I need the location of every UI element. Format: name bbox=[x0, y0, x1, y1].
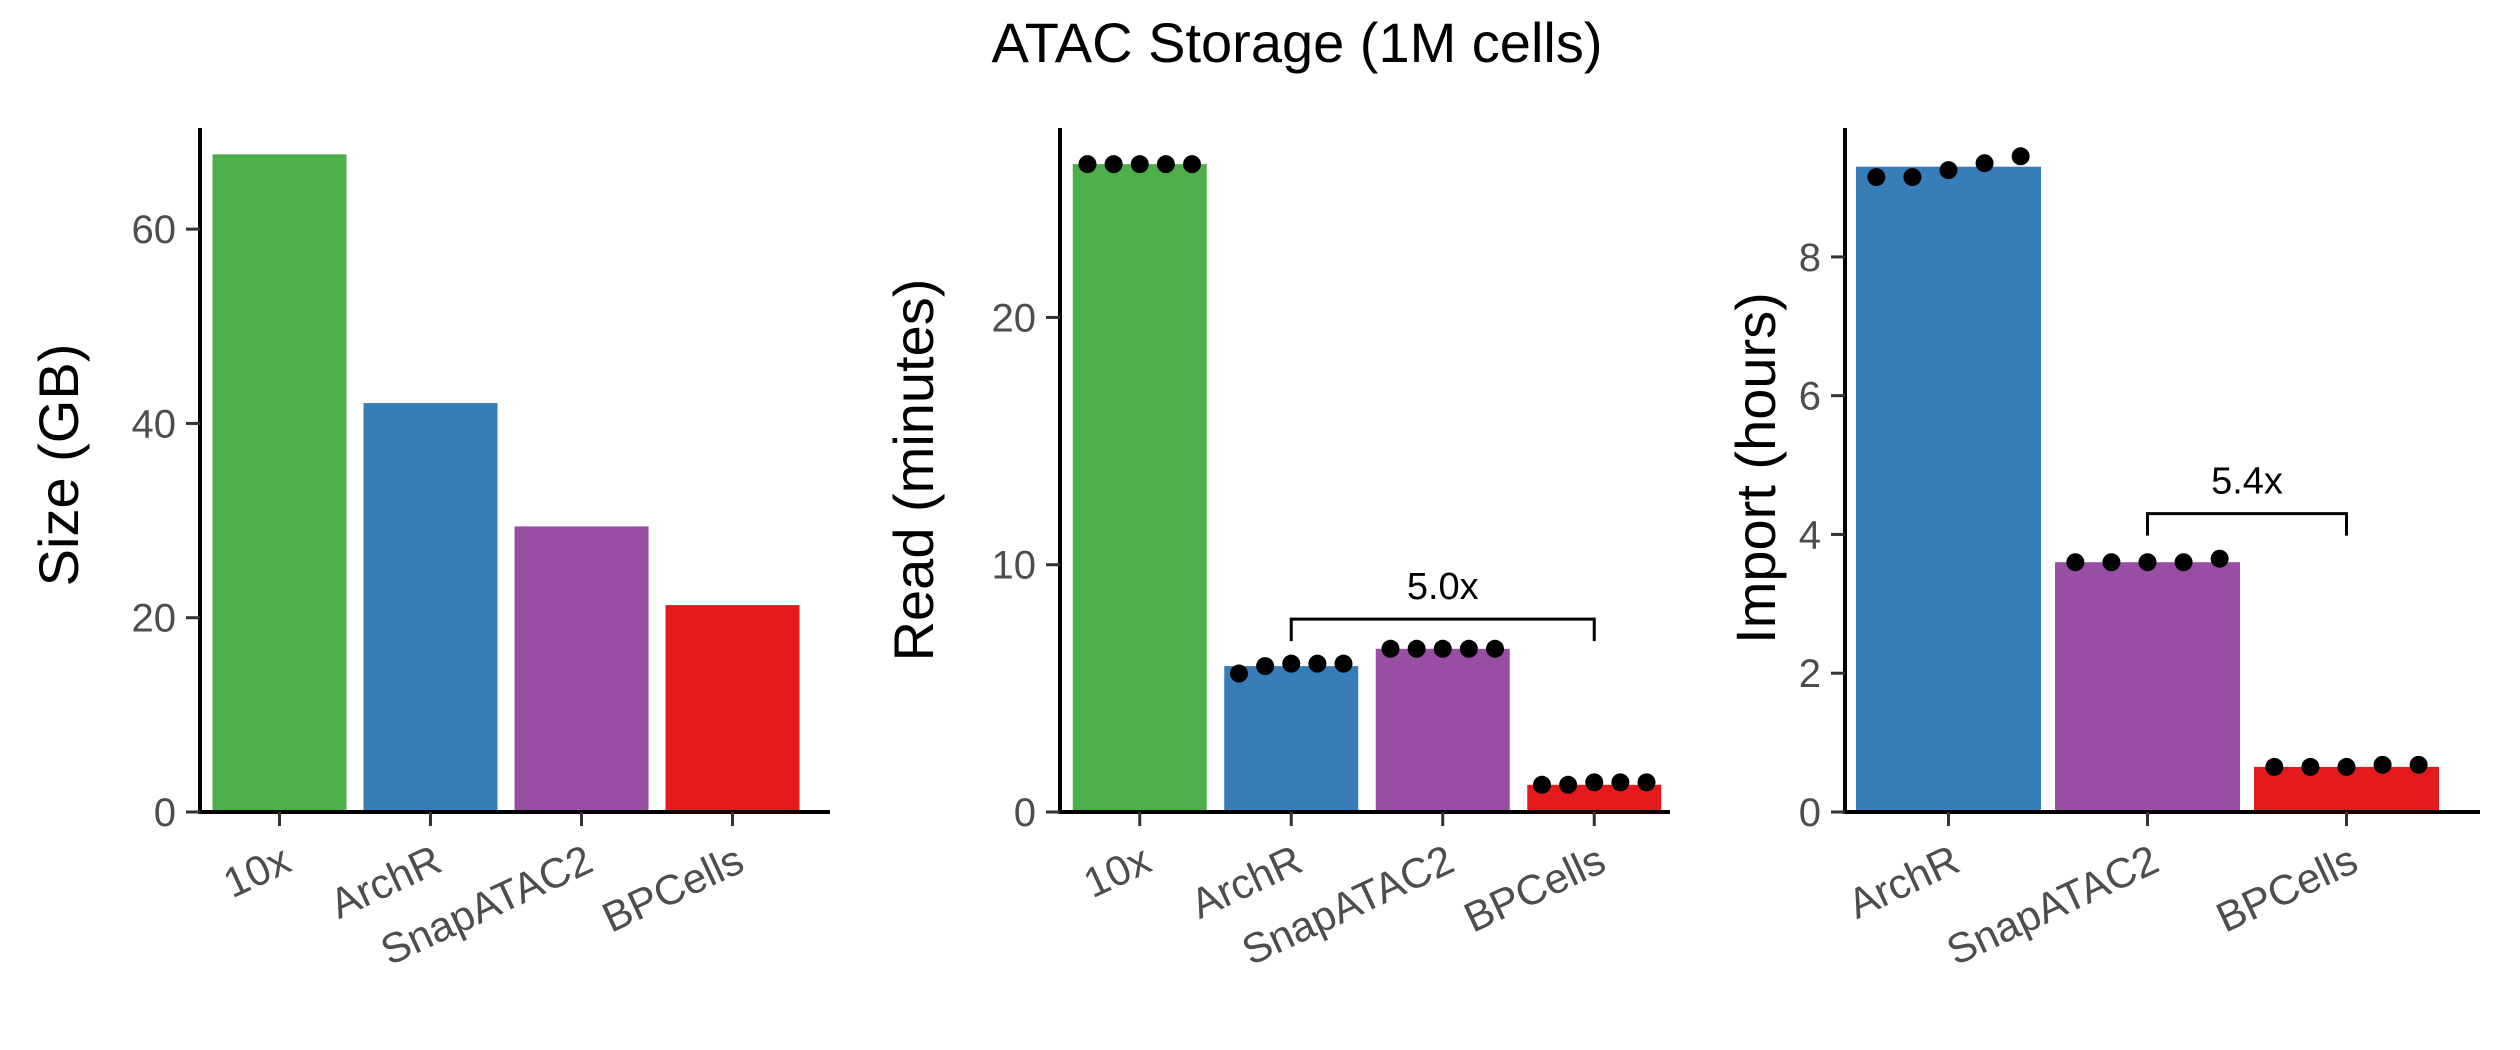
point-snapatac2-1 bbox=[1381, 639, 1400, 658]
point-snapatac2-2 bbox=[2102, 553, 2121, 572]
point-archr-3 bbox=[1282, 654, 1301, 673]
y-tick-label: 10 bbox=[992, 544, 1037, 588]
x-tick-label-bpcells: BPCells bbox=[1457, 836, 1612, 942]
y-tick-label: 4 bbox=[1799, 513, 1821, 557]
figure-title: ATAC Storage (1M cells) bbox=[992, 11, 1603, 74]
y-tick-label: 8 bbox=[1799, 236, 1821, 280]
x-tick-label-10x: 10x bbox=[1076, 836, 1157, 907]
y-tick-label: 40 bbox=[132, 402, 177, 446]
x-tick-label-bpcells: BPCells bbox=[2209, 836, 2364, 942]
point-bpcells-1 bbox=[1532, 775, 1551, 794]
x-tick-label-archr: ArchR bbox=[1841, 836, 1967, 928]
y-axis-title: Read (minutes) bbox=[882, 279, 945, 662]
point-bpcells-2 bbox=[1559, 775, 1578, 794]
point-10x-5 bbox=[1183, 155, 1202, 174]
point-10x-3 bbox=[1130, 155, 1149, 174]
comparison-bracket bbox=[1289, 617, 1596, 642]
bar-snapatac2 bbox=[2055, 562, 2240, 812]
y-tick-label: 0 bbox=[154, 791, 176, 835]
point-10x-4 bbox=[1156, 155, 1175, 174]
point-archr-1 bbox=[1229, 664, 1248, 683]
bar-10x bbox=[212, 154, 347, 813]
point-snapatac2-3 bbox=[2138, 553, 2157, 572]
fold-change-label: 5.0x bbox=[1407, 566, 1479, 608]
point-snapatac2-4 bbox=[2174, 553, 2193, 572]
y-tick-label: 2 bbox=[1799, 652, 1821, 696]
bar-archr bbox=[1856, 166, 2041, 813]
y-tick-label: 20 bbox=[992, 296, 1037, 340]
y-tick-label: 0 bbox=[1799, 791, 1821, 835]
point-snapatac2-3 bbox=[1433, 639, 1452, 658]
point-archr-4 bbox=[1975, 154, 1994, 173]
y-tick-label: 0 bbox=[1014, 791, 1036, 835]
bar-archr bbox=[1224, 666, 1359, 812]
point-archr-4 bbox=[1308, 654, 1327, 673]
point-bpcells-3 bbox=[1585, 773, 1604, 792]
y-tick-label: 6 bbox=[1799, 375, 1821, 419]
point-archr-2 bbox=[1256, 657, 1275, 676]
point-archr-5 bbox=[2011, 147, 2030, 166]
x-tick-label-snapatac2: SnapATAC2 bbox=[1939, 836, 2165, 975]
y-tick-label: 60 bbox=[132, 208, 177, 252]
point-bpcells-3 bbox=[2337, 757, 2356, 776]
x-tick-label-bpcells: BPCells bbox=[595, 836, 750, 942]
comparison-bracket bbox=[2146, 512, 2348, 536]
point-bpcells-5 bbox=[2409, 755, 2428, 774]
y-axis-title: Size (GB) bbox=[27, 344, 90, 587]
point-bpcells-1 bbox=[2265, 757, 2284, 776]
point-snapatac2-4 bbox=[1459, 639, 1478, 658]
point-bpcells-4 bbox=[2373, 755, 2392, 774]
bar-bpcells bbox=[665, 605, 800, 812]
bar-10x bbox=[1072, 164, 1207, 813]
point-snapatac2-1 bbox=[2066, 553, 2085, 572]
point-archr-1 bbox=[1867, 168, 1886, 187]
y-axis-title: Import (hours) bbox=[1724, 292, 1787, 644]
bar-archr bbox=[363, 403, 498, 812]
point-10x-1 bbox=[1078, 155, 1097, 174]
point-snapatac2-5 bbox=[1486, 639, 1505, 658]
point-bpcells-5 bbox=[1637, 773, 1656, 792]
y-tick-label: 20 bbox=[132, 597, 177, 641]
point-snapatac2-5 bbox=[2210, 549, 2229, 568]
bar-snapatac2 bbox=[514, 526, 649, 812]
point-archr-5 bbox=[1334, 654, 1353, 673]
point-archr-3 bbox=[1939, 161, 1958, 180]
point-10x-2 bbox=[1104, 155, 1123, 174]
point-snapatac2-2 bbox=[1407, 639, 1426, 658]
x-tick-label-10x: 10x bbox=[216, 836, 297, 907]
point-bpcells-2 bbox=[2301, 757, 2320, 776]
point-bpcells-4 bbox=[1611, 773, 1630, 792]
fold-change-label: 5.4x bbox=[2211, 461, 2283, 503]
point-archr-2 bbox=[1903, 168, 1922, 187]
bar-snapatac2 bbox=[1375, 648, 1510, 812]
